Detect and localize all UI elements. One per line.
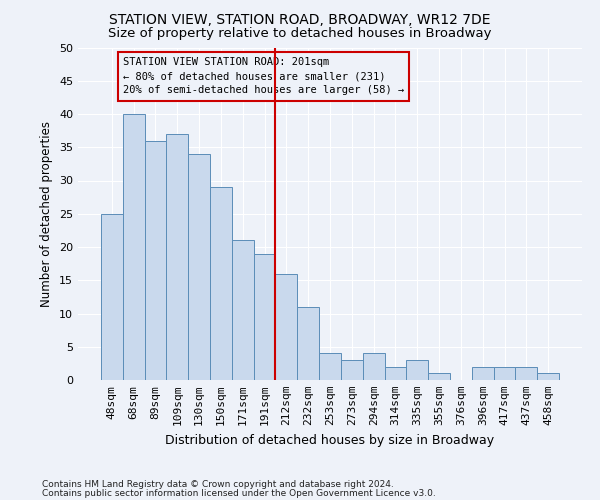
Bar [515,366,537,380]
Bar [428,374,450,380]
Bar [341,360,363,380]
Bar [406,360,428,380]
Text: Size of property relative to detached houses in Broadway: Size of property relative to detached ho… [108,28,492,40]
X-axis label: Distribution of detached houses by size in Broadway: Distribution of detached houses by size … [166,434,494,446]
Bar [210,187,232,380]
Bar [275,274,297,380]
Y-axis label: Number of detached properties: Number of detached properties [40,120,53,306]
Bar [145,140,166,380]
Bar [494,366,515,380]
Text: STATION VIEW STATION ROAD: 201sqm
← 80% of detached houses are smaller (231)
20%: STATION VIEW STATION ROAD: 201sqm ← 80% … [123,58,404,96]
Bar [232,240,254,380]
Text: STATION VIEW, STATION ROAD, BROADWAY, WR12 7DE: STATION VIEW, STATION ROAD, BROADWAY, WR… [109,12,491,26]
Bar [254,254,275,380]
Text: Contains public sector information licensed under the Open Government Licence v3: Contains public sector information licen… [42,489,436,498]
Bar [319,354,341,380]
Bar [537,374,559,380]
Bar [166,134,188,380]
Bar [101,214,123,380]
Bar [472,366,494,380]
Bar [385,366,406,380]
Bar [363,354,385,380]
Bar [188,154,210,380]
Bar [123,114,145,380]
Bar [297,307,319,380]
Text: Contains HM Land Registry data © Crown copyright and database right 2024.: Contains HM Land Registry data © Crown c… [42,480,394,489]
